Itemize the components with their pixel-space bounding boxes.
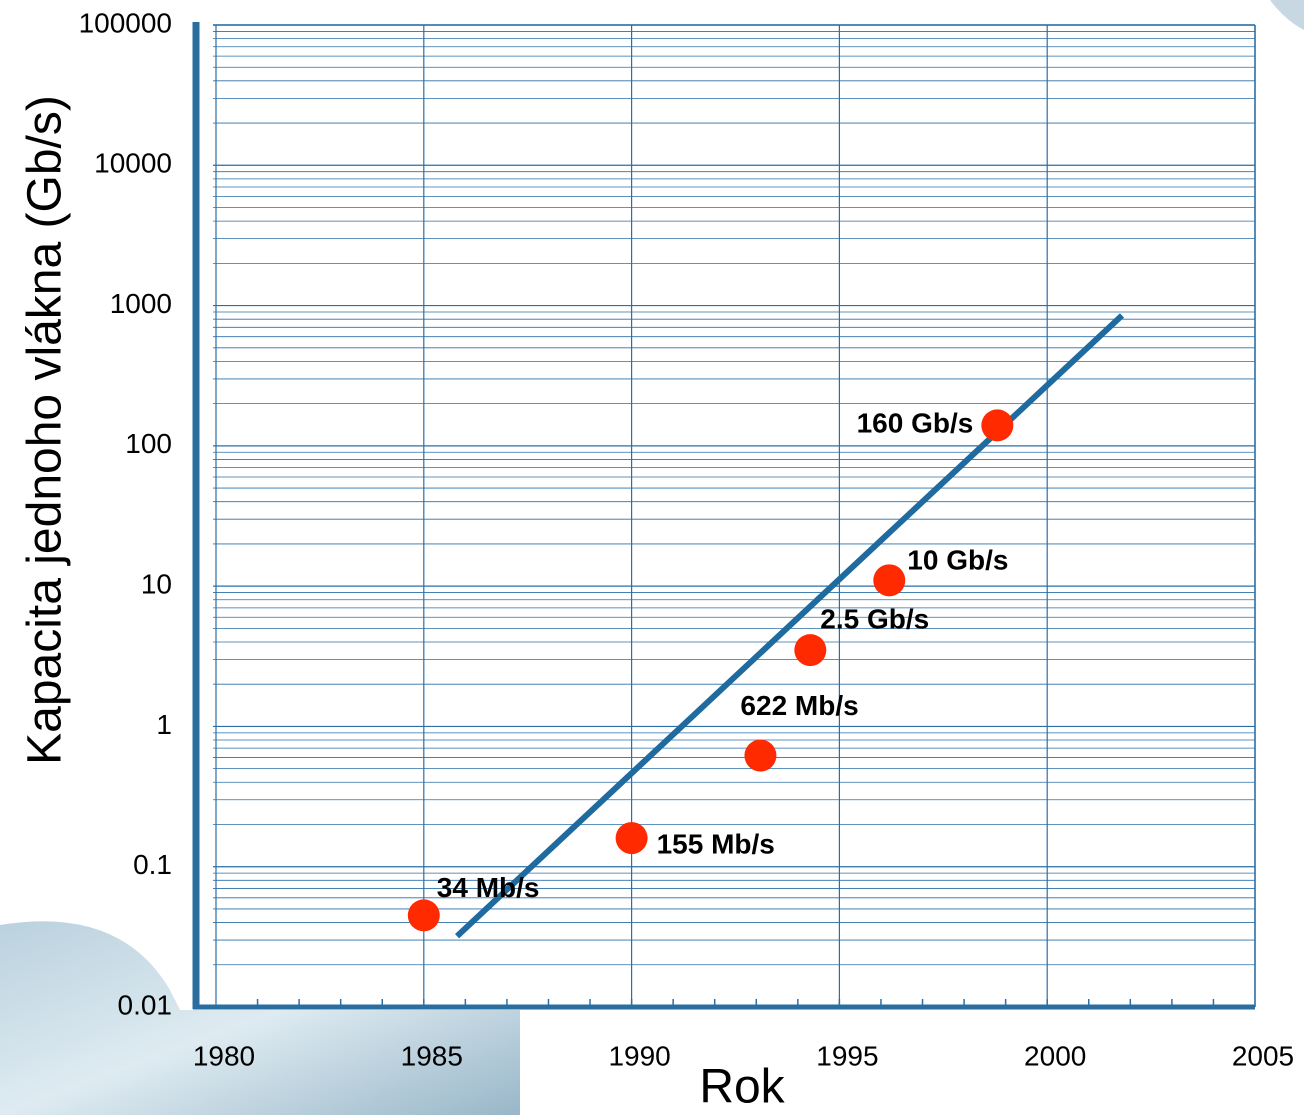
data-label: 160 Gb/s xyxy=(857,408,974,439)
y-tick-label: 100 xyxy=(125,428,172,459)
x-tick-label: 1980 xyxy=(193,1040,255,1071)
data-point xyxy=(615,822,648,855)
x-tick-label: 1985 xyxy=(401,1040,463,1071)
trend-line xyxy=(455,313,1125,939)
y-axis-title: Kapacita jednoho vlákna (Gb/s) xyxy=(19,95,72,765)
x-axis-title: Rok xyxy=(699,1061,785,1114)
x-tick-label: 2000 xyxy=(1024,1040,1086,1071)
background-decoration xyxy=(0,921,520,1115)
y-tick-label: 1000 xyxy=(110,288,172,319)
data-label: 622 Mb/s xyxy=(740,690,858,721)
data-label: 155 Mb/s xyxy=(657,828,775,859)
data-point xyxy=(981,409,1014,442)
y-tick-label: 100000 xyxy=(79,7,172,38)
data-point xyxy=(794,634,827,667)
data-label: 10 Gb/s xyxy=(907,545,1008,576)
data-point xyxy=(873,564,906,597)
grid xyxy=(213,24,1256,1008)
y-tick-label: 1 xyxy=(156,709,172,740)
y-tick-label: 0.1 xyxy=(133,849,172,880)
data-point xyxy=(407,899,440,932)
x-tick-label: 1990 xyxy=(608,1040,670,1071)
x-tick-label: 1995 xyxy=(816,1040,878,1071)
y-tick-label: 10 xyxy=(141,569,172,600)
data-point xyxy=(744,739,777,772)
background-decoration xyxy=(1270,0,1304,30)
data-label: 2.5 Gb/s xyxy=(820,603,929,634)
data-label: 34 Mb/s xyxy=(437,872,540,903)
y-tick-label: 10000 xyxy=(94,148,172,179)
marks xyxy=(407,313,1125,939)
x-tick-label: 2005 xyxy=(1232,1040,1294,1071)
y-tick-label: 0.01 xyxy=(118,989,173,1020)
